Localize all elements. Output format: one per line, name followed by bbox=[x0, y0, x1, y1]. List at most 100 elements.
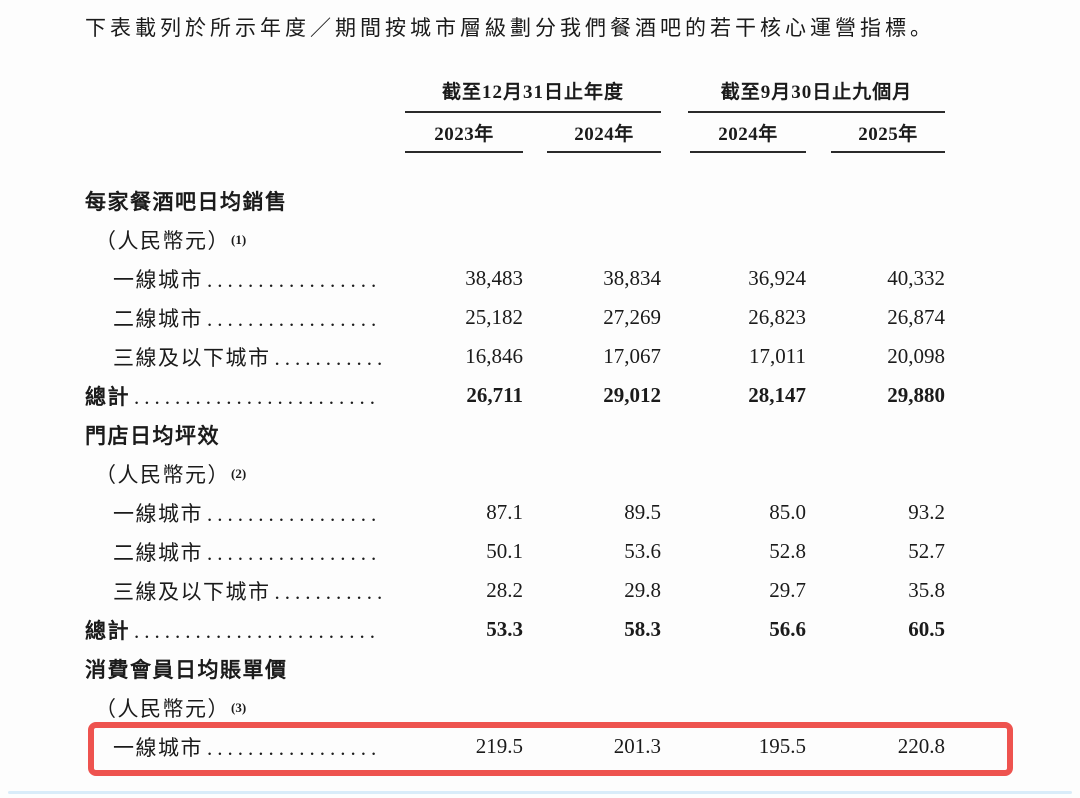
intro-paragraph: 下表載列於所示年度／期間按城市層級劃分我們餐酒吧的若干核心運營指標。 bbox=[85, 16, 935, 40]
row-label-cell: 一線城市 bbox=[85, 498, 405, 528]
cell-value: 26,711 bbox=[466, 383, 523, 407]
metrics-table: 截至12月31日止年度 截至9月30日止九個月 2023年 2024年 2024… bbox=[85, 75, 945, 766]
table-row: 三線及以下城市 28.2 29.8 29.7 35.8 bbox=[85, 571, 945, 610]
footnote-ref: (2) bbox=[231, 465, 247, 481]
cell-value: 38,483 bbox=[465, 266, 523, 290]
row-label-cell: 一線城市 bbox=[85, 732, 405, 762]
column-group-nine-months: 截至9月30日止九個月 bbox=[661, 77, 945, 113]
row-label: 一線城市 bbox=[113, 501, 203, 526]
cell-value: 29.8 bbox=[624, 578, 661, 602]
section-title: 門店日均坪效 bbox=[85, 423, 220, 448]
cell-value: 35.8 bbox=[908, 578, 945, 602]
column-group-fiscal-year: 截至12月31日止年度 bbox=[405, 77, 661, 113]
section-title: 每家餐酒吧日均銷售 bbox=[85, 189, 288, 214]
column-group-label: 截至12月31日止年度 bbox=[405, 77, 661, 113]
row-label: 二線城市 bbox=[113, 306, 203, 331]
section-unit-row: （人民幣元） (2) bbox=[85, 454, 945, 493]
row-label-cell: 三線及以下城市 bbox=[85, 342, 405, 372]
column-header-2023: 2023年 bbox=[405, 119, 523, 153]
cell-value: 29,880 bbox=[887, 383, 945, 407]
dot-leader bbox=[207, 541, 381, 566]
cell-value: 38,834 bbox=[603, 266, 661, 290]
row-label: 一線城市 bbox=[113, 735, 203, 760]
cell-value: 20,098 bbox=[887, 344, 945, 368]
dot-leader bbox=[134, 619, 381, 644]
cell-value: 219.5 bbox=[475, 734, 523, 758]
bottom-rule bbox=[8, 791, 1072, 794]
section-unit: （人民幣元） bbox=[95, 696, 230, 721]
table-row: 二線城市 25,182 27,269 26,823 26,874 bbox=[85, 298, 945, 337]
table-row: 一線城市 38,483 38,834 36,924 40,332 bbox=[85, 259, 945, 298]
column-header-2024-fy: 2024年 bbox=[547, 119, 661, 153]
row-label: 二線城市 bbox=[113, 540, 203, 565]
cell-value: 36,924 bbox=[748, 266, 806, 290]
table-row: 三線及以下城市 16,846 17,067 17,011 20,098 bbox=[85, 337, 945, 376]
dot-leader bbox=[207, 268, 381, 293]
column-header-row: 2023年 2024年 2024年 2025年 bbox=[85, 119, 945, 153]
footnote-ref: (1) bbox=[231, 231, 247, 247]
cell-value: 87.1 bbox=[486, 500, 523, 524]
cell-value: 85.0 bbox=[769, 500, 806, 524]
table-row: 二線城市 50.1 53.6 52.8 52.7 bbox=[85, 532, 945, 571]
cell-value: 52.7 bbox=[908, 539, 945, 563]
section-unit-row: （人民幣元） (3) bbox=[85, 688, 945, 727]
row-label: 三線及以下城市 bbox=[113, 345, 271, 370]
dot-leader bbox=[134, 385, 381, 410]
cell-value: 28.2 bbox=[486, 578, 523, 602]
cell-value: 56.6 bbox=[769, 617, 806, 641]
cell-value: 50.1 bbox=[486, 539, 523, 563]
table-section: 消費會員日均賬單價 （人民幣元）(3) 一線城市 219.5 201.3 195.5 220… bbox=[85, 649, 945, 766]
dot-leader bbox=[207, 307, 381, 332]
cell-value: 25,182 bbox=[465, 305, 523, 329]
section-unit-row: （人民幣元） (1) bbox=[85, 220, 945, 259]
cell-value: 26,823 bbox=[748, 305, 806, 329]
table-section: 門店日均坪效 （人民幣元）(2) 一線城市 87.1 89.5 85.0 93.2 二線城市 5… bbox=[85, 415, 945, 649]
row-label-cell: 二線城市 bbox=[85, 537, 405, 567]
cell-value: 29,012 bbox=[603, 383, 661, 407]
dot-leader bbox=[207, 736, 381, 761]
section-unit: （人民幣元） bbox=[95, 228, 230, 253]
cell-value: 60.5 bbox=[908, 617, 945, 641]
cell-value: 53.6 bbox=[624, 539, 661, 563]
dot-leader bbox=[275, 580, 382, 605]
row-label-cell: 二線城市 bbox=[85, 303, 405, 333]
row-label: 一線城市 bbox=[113, 267, 203, 292]
column-header-2025-9m: 2025年 bbox=[831, 119, 945, 153]
cell-value: 201.3 bbox=[613, 734, 661, 758]
cell-value: 26,874 bbox=[887, 305, 945, 329]
cell-value: 89.5 bbox=[624, 500, 661, 524]
table-section: 每家餐酒吧日均銷售 （人民幣元）(1) 一線城市 38,483 38,834 36,924… bbox=[85, 181, 945, 415]
total-row: 總計 53.3 58.3 56.6 60.5 bbox=[85, 610, 945, 649]
cell-value: 195.5 bbox=[758, 734, 806, 758]
column-header-2024-9m: 2024年 bbox=[690, 119, 806, 153]
table-row: 一線城市 87.1 89.5 85.0 93.2 bbox=[85, 493, 945, 532]
cell-value: 40,332 bbox=[887, 266, 945, 290]
row-label: 總計 bbox=[85, 618, 130, 643]
cell-value: 17,067 bbox=[603, 344, 661, 368]
row-label: 總計 bbox=[85, 384, 130, 409]
table-body: 每家餐酒吧日均銷售（人民幣元）(1)一線城市38,48338,83436,924… bbox=[85, 181, 945, 766]
header-body-gap bbox=[85, 151, 945, 181]
cell-value: 28,147 bbox=[748, 383, 806, 407]
row-label-cell: 一線城市 bbox=[85, 264, 405, 294]
total-row: 總計 26,711 29,012 28,147 29,880 bbox=[85, 376, 945, 415]
row-label-cell: 總計 bbox=[85, 615, 405, 645]
row-label-cell: 三線及以下城市 bbox=[85, 576, 405, 606]
cell-value: 27,269 bbox=[603, 305, 661, 329]
row-label: 三線及以下城市 bbox=[113, 579, 271, 604]
section-title-row: 消費會員日均賬單價 bbox=[85, 649, 945, 688]
column-group-row: 截至12月31日止年度 截至9月30日止九個月 bbox=[85, 75, 945, 113]
cell-value: 52.8 bbox=[769, 539, 806, 563]
column-group-label: 截至9月30日止九個月 bbox=[688, 77, 945, 113]
cell-value: 93.2 bbox=[908, 500, 945, 524]
cell-value: 53.3 bbox=[486, 617, 523, 641]
table-row: 一線城市 219.5 201.3 195.5 220.8 bbox=[85, 727, 945, 766]
section-unit: （人民幣元） bbox=[95, 462, 230, 487]
footnote-ref: (3) bbox=[231, 699, 247, 715]
section-title-row: 每家餐酒吧日均銷售 bbox=[85, 181, 945, 220]
section-title: 消費會員日均賬單價 bbox=[85, 657, 288, 682]
cell-value: 29.7 bbox=[769, 578, 806, 602]
section-title-row: 門店日均坪效 bbox=[85, 415, 945, 454]
cell-value: 16,846 bbox=[465, 344, 523, 368]
